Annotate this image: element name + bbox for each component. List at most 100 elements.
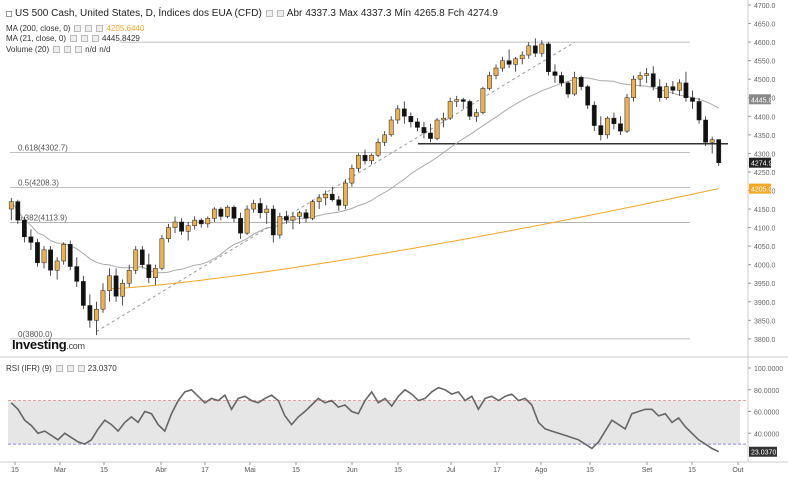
candle: [231, 205, 237, 223]
candle: [61, 242, 67, 265]
rsi-tick-label: 60.0000: [754, 410, 779, 417]
settings-icon[interactable]: [55, 365, 63, 372]
hide-icon[interactable]: [66, 365, 74, 372]
candle: [297, 210, 302, 224]
time-tick-label: Mai: [244, 467, 256, 474]
candle: [591, 101, 597, 132]
candle-body: [218, 208, 224, 217]
candle-body: [369, 154, 374, 162]
candle: [690, 90, 695, 109]
candle: [100, 283, 106, 313]
candle: [637, 71, 643, 87]
candle-body: [677, 82, 682, 91]
close-icon[interactable]: [276, 10, 284, 17]
candle: [303, 209, 309, 223]
candle-body: [585, 86, 591, 106]
candle-body: [388, 119, 394, 136]
hide-icon[interactable]: [64, 46, 72, 53]
close-price-badge: 4274.9: [751, 161, 773, 168]
candle-body: [683, 82, 689, 98]
candle-body: [159, 238, 165, 269]
candle-body: [87, 305, 93, 321]
time-tick-label: 17: [201, 467, 209, 474]
candle-body: [447, 101, 453, 119]
candle-body: [198, 219, 204, 225]
candle-body: [336, 199, 342, 206]
rsi-tick-label: 80.0000: [754, 388, 779, 395]
candle: [703, 116, 709, 146]
settings-icon[interactable]: [53, 46, 61, 53]
ma200-value: 4205.6440: [106, 24, 145, 33]
candle: [218, 207, 224, 221]
candle-body: [382, 134, 388, 143]
candle: [500, 56, 505, 72]
candle: [696, 97, 702, 124]
settings-icon[interactable]: [74, 25, 82, 32]
candle-body: [166, 227, 171, 239]
hide-icon[interactable]: [85, 25, 93, 32]
time-tick-label: 15: [586, 467, 594, 474]
rsi-legend[interactable]: RSI (IFR) (9) 23.0370: [6, 364, 117, 373]
investing-logo: Investing.com: [12, 337, 85, 352]
candle: [559, 71, 564, 87]
candle: [146, 253, 152, 284]
price-tick-label: 4250.0: [754, 170, 776, 177]
candle-body: [703, 119, 709, 143]
candle-body: [539, 43, 545, 54]
candle: [644, 68, 650, 83]
time-tick-label: 15: [688, 467, 696, 474]
ma200-label: MA (200, close, 0): [6, 24, 71, 33]
collapse-icon[interactable]: [6, 10, 12, 17]
candle: [473, 108, 479, 122]
candle: [487, 71, 492, 91]
candle-body: [526, 45, 532, 56]
candle: [683, 71, 689, 102]
candle: [126, 264, 132, 287]
candle-body: [244, 208, 250, 234]
volume-legend[interactable]: Volume (20) n/d n/d: [6, 45, 110, 54]
close-icon[interactable]: [77, 365, 85, 372]
close-icon[interactable]: [96, 25, 104, 32]
hide-icon[interactable]: [81, 35, 89, 42]
ma21-legend[interactable]: MA (21, close, 0) 4445.8429: [6, 34, 140, 43]
candle: [716, 139, 722, 167]
close-icon[interactable]: [75, 46, 83, 53]
time-tick-label: Abr: [156, 467, 168, 474]
candle: [565, 81, 571, 98]
price-tick-label: 4700.0: [754, 3, 776, 10]
price-tick-label: 4350.0: [754, 133, 776, 140]
candle: [198, 218, 204, 228]
candle-body: [179, 221, 184, 232]
candle: [74, 257, 80, 287]
close-icon[interactable]: [92, 35, 100, 42]
price-tick-label: 4500.0: [754, 77, 776, 84]
ma21-value: 4445.8429: [102, 34, 140, 43]
candle-body: [513, 58, 519, 65]
settings-icon[interactable]: [265, 10, 273, 17]
rsi-value: 23.0370: [87, 364, 117, 373]
candle: [382, 131, 388, 146]
candle: [251, 199, 257, 213]
candle-body: [415, 121, 420, 128]
candle-body: [473, 112, 479, 117]
candle-body: [690, 97, 695, 102]
candle: [87, 294, 93, 328]
settings-icon[interactable]: [70, 35, 78, 42]
candle-body: [487, 75, 492, 89]
candle: [415, 118, 420, 132]
ma200-legend[interactable]: MA (200, close, 0) 4205.6440: [6, 24, 144, 33]
candle: [677, 79, 682, 96]
candle-body: [100, 290, 106, 310]
candle: [185, 222, 191, 241]
volume-label: Volume (20): [6, 45, 50, 54]
candle-body: [67, 244, 73, 267]
price-tick-label: 3950.0: [754, 281, 776, 288]
candle-body: [61, 244, 67, 262]
candle: [8, 197, 14, 221]
candle-body: [303, 212, 309, 219]
candle: [624, 94, 630, 133]
rsi-value-badge: 23.0370: [751, 450, 776, 457]
candle-body: [133, 249, 139, 271]
